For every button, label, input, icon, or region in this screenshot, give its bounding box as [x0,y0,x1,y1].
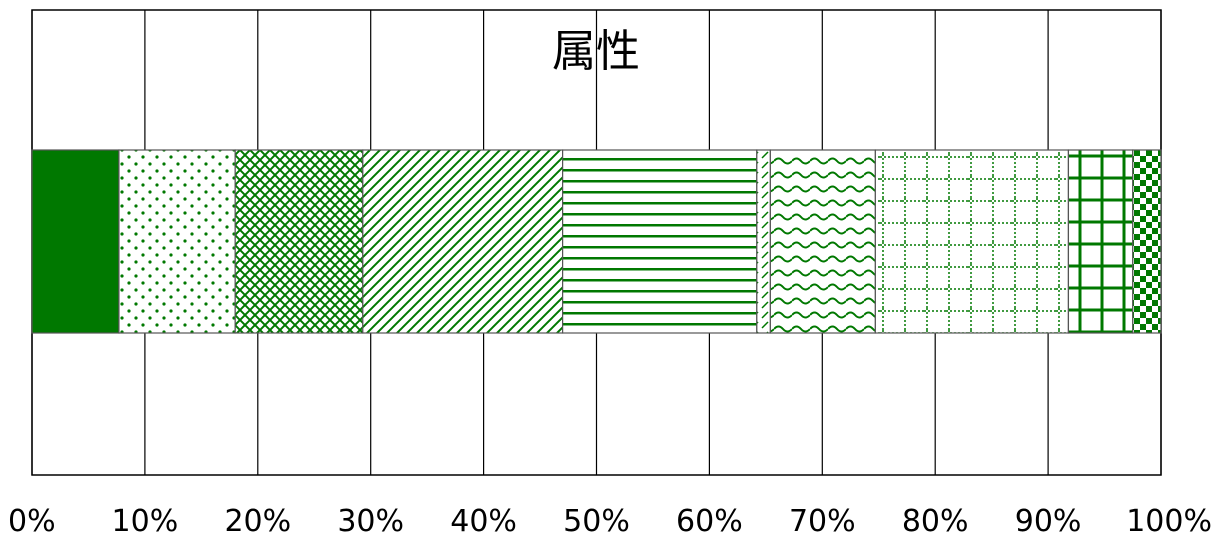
x-tick-label: 80% [902,504,969,539]
x-tick-label: 60% [676,504,743,539]
bar-segment-checkerboard [1132,149,1162,334]
x-tick-labels: 0% 10% 20% 30% 40% 50% 60% 70% 80% 90% 100% [8,504,1212,539]
bar-segment-sparse-dots [118,149,236,334]
bar-segment-dotted-grid [874,149,1070,334]
bar-segment-dashed-diagonal [756,149,771,334]
x-tick-label: 0% [8,504,56,539]
x-tick-label: 10% [112,504,179,539]
x-tick-label: 70% [789,504,856,539]
chart-title: 属性 [552,26,640,77]
bar-segment-diagonal-lines [362,149,564,334]
x-tick-label: 50% [563,504,630,539]
bar-segments [31,149,1162,334]
bar-segment-horizontal-lines [562,149,758,334]
bar-segment-waves [769,149,876,334]
bar-segment-solid [31,149,120,334]
x-tick-label: 30% [337,504,404,539]
x-tick-label: 90% [1015,504,1082,539]
x-tick-label: 40% [450,504,517,539]
bar-segment-grid [1067,149,1134,334]
x-tick-label: 20% [224,504,291,539]
x-tick-label: 100% [1126,504,1212,539]
bar-segment-dense-crosshatch [234,149,364,334]
